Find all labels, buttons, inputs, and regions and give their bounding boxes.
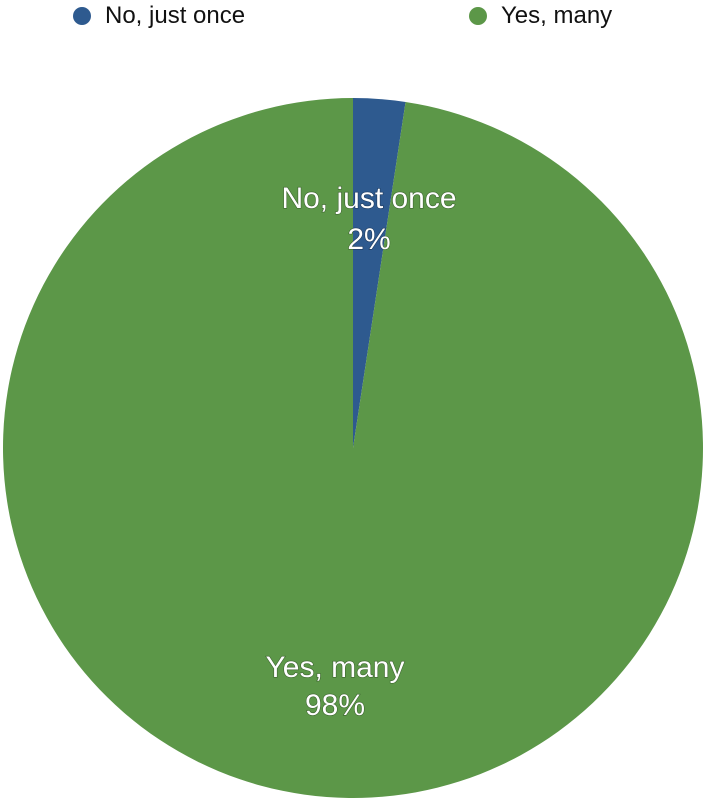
legend-label-yes-many: Yes, many bbox=[501, 2, 613, 29]
legend-label-no-just-once: No, just once bbox=[105, 2, 246, 29]
legend-item-no-just-once: No, just once bbox=[73, 4, 245, 28]
slice-label-name-yes-many: Yes, many bbox=[266, 651, 405, 684]
legend-swatch-no-just-once bbox=[73, 7, 91, 25]
pie-slice-yes-many bbox=[3, 98, 703, 799]
slice-labels: No, just once 2% Yes, many 98% bbox=[265, 181, 457, 722]
legend-swatch-yes-many bbox=[469, 7, 487, 25]
legend-item-yes-many: Yes, many bbox=[469, 4, 612, 28]
slice-label-percent-no-just-once: 2% bbox=[347, 223, 390, 256]
slice-label-name-no-just-once: No, just once bbox=[281, 182, 456, 215]
pie-slices bbox=[3, 98, 703, 799]
pie-slice-no-just-once bbox=[353, 98, 406, 448]
slice-label-percent-yes-many: 98% bbox=[305, 689, 365, 722]
chart-legend: No, just once Yes, many bbox=[0, 0, 703, 40]
